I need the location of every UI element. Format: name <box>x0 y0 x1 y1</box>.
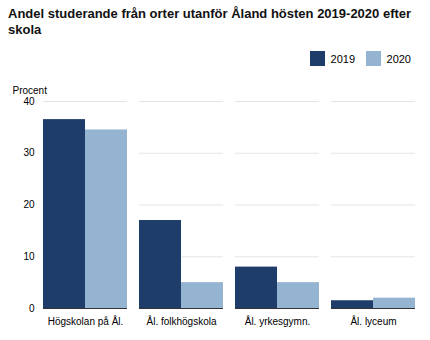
svg-text:Ål. folkhögskola: Ål. folkhögskola <box>146 314 216 326</box>
svg-text:Ål. yrkesgymn.: Ål. yrkesgymn. <box>245 314 311 326</box>
html-text:Andel studerande från orter ut: Andel studerande från orter utanför Ålan… <box>8 6 412 37</box>
svg-text:30: 30 <box>23 147 35 158</box>
html-text:2020: 2020 <box>386 52 411 65</box>
svg-text:10: 10 <box>23 250 35 261</box>
svg-text:20: 20 <box>23 199 35 210</box>
html-text:2019: 2019 <box>330 52 355 65</box>
svg-text:Procent: Procent <box>13 84 48 95</box>
svg-text:40: 40 <box>23 95 35 106</box>
svg-text:Ål. lyceum: Ål. lyceum <box>350 314 396 326</box>
svg-text:Högskolan på Ål.: Högskolan på Ål. <box>48 314 124 326</box>
svg-text:0: 0 <box>29 302 35 313</box>
